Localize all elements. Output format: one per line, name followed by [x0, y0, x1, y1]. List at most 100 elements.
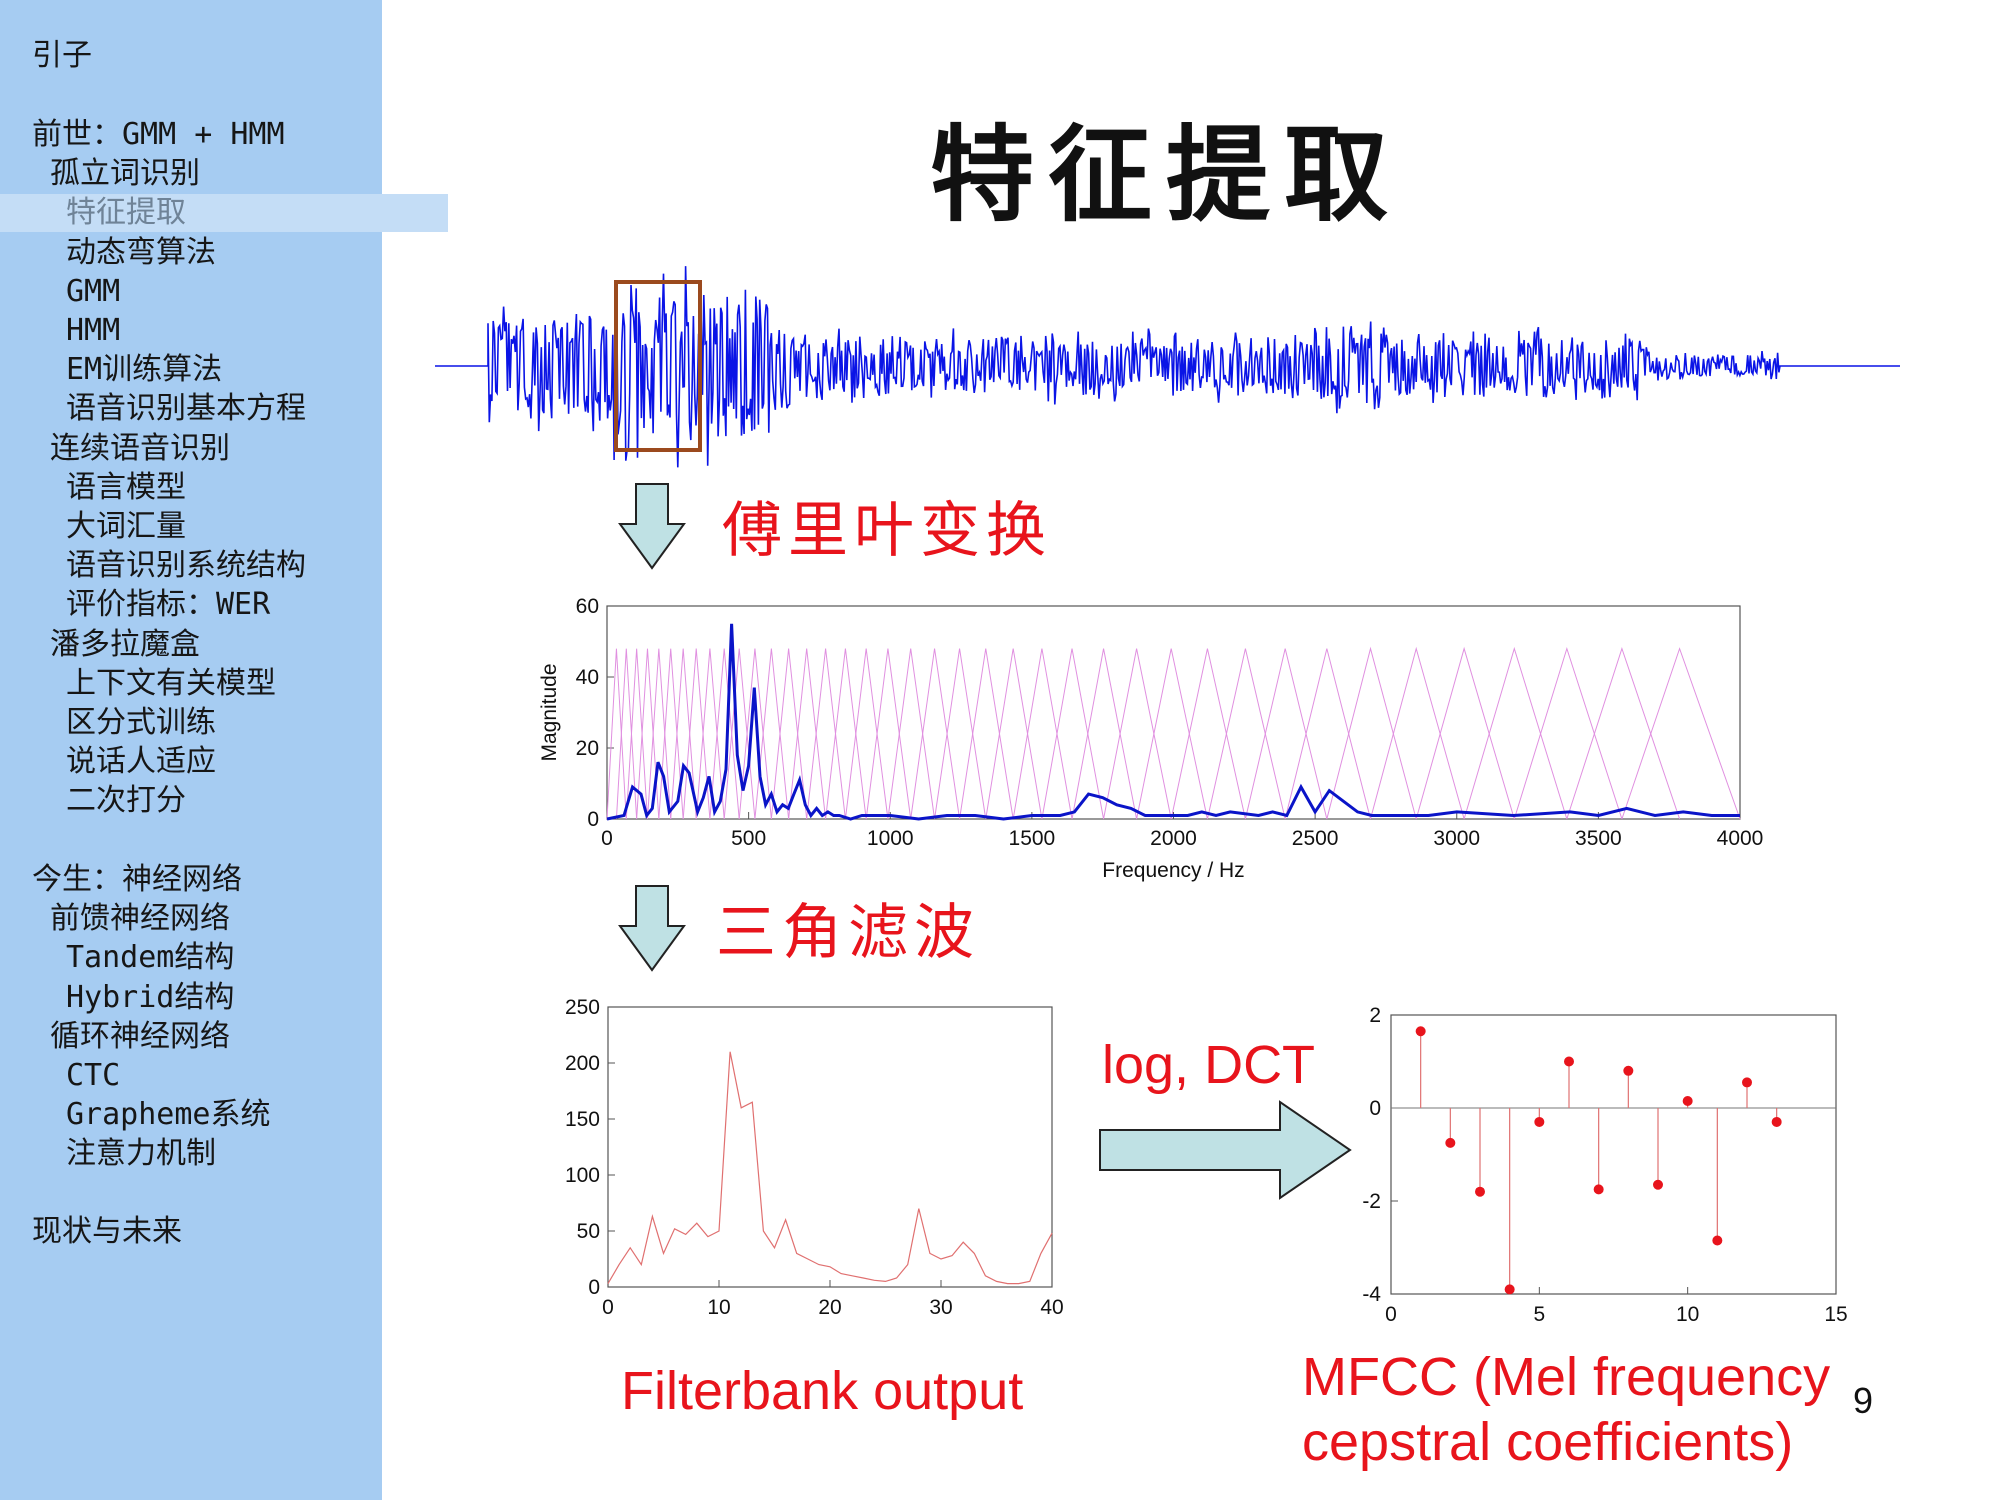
- down-arrow-icon: [618, 483, 686, 570]
- sidebar-item-20[interactable]: 前馈神经网络: [0, 900, 432, 938]
- sidebar-item-18[interactable]: 二次打分: [0, 782, 448, 820]
- mel-filter-triangle: [658, 648, 684, 820]
- mel-filter-triangle: [1206, 648, 1286, 820]
- mel-filter-triangle: [1513, 646, 1623, 820]
- sidebar-item-7[interactable]: EM训练算法: [0, 351, 448, 389]
- sidebar-item-11[interactable]: 大词汇量: [0, 508, 448, 546]
- mel-filter-triangle: [825, 648, 867, 820]
- sidebar-item-label: 评价指标：WER: [66, 587, 271, 623]
- sidebar-item-4[interactable]: 动态弯算法: [0, 234, 448, 272]
- mel-filter-triangle: [910, 648, 961, 820]
- sidebar-item-10[interactable]: 语言模型: [0, 469, 448, 507]
- sidebar-item-1[interactable]: 前世：GMM + HMM: [0, 116, 414, 154]
- sidebar-item-label: 引子: [32, 38, 92, 73]
- sidebar-item-17[interactable]: 说话人适应: [0, 743, 448, 781]
- mel-filter-triangle: [1621, 647, 1741, 820]
- sidebar-item-5[interactable]: GMM: [0, 273, 448, 311]
- mfcc-chart: 0 5 10 15 -4 -2 0 2: [1362, 1004, 1847, 1326]
- sidebar-item-14[interactable]: 潘多拉魔盒: [0, 626, 432, 664]
- x-tick-label: 0: [1385, 1303, 1397, 1326]
- sidebar-item-9[interactable]: 连续语音识别: [0, 430, 432, 468]
- sidebar-item-label: 二次打分: [66, 783, 186, 819]
- x-tick-label: 5: [1533, 1303, 1545, 1326]
- mel-filter-triangle: [1170, 648, 1246, 820]
- page-number: 9: [1853, 1380, 1874, 1421]
- sidebar-item-label: 特征提取: [66, 195, 186, 231]
- mel-filter-triangle: [625, 648, 648, 820]
- sidebar-item-12[interactable]: 语音识别系统结构: [0, 547, 448, 585]
- sidebar-item-label: 前馈神经网络: [50, 901, 230, 937]
- y-tick-label: 2: [1369, 1004, 1381, 1027]
- log-dct-label: log, DCT: [1102, 1035, 1316, 1095]
- y-tick-label: 0: [1369, 1097, 1381, 1120]
- mfcc-point: [1742, 1077, 1752, 1088]
- mel-filter-triangle: [934, 648, 987, 820]
- mel-filter-triangle: [959, 648, 1014, 820]
- sidebar-item-22[interactable]: Hybrid结构: [0, 979, 448, 1017]
- mel-filter-triangle: [1071, 648, 1138, 820]
- sidebar-item-label: 注意力机制: [66, 1136, 216, 1172]
- mel-filter-triangle: [844, 648, 889, 820]
- sidebar-item-6[interactable]: HMM: [0, 312, 448, 350]
- sidebar-item-label: GMM: [66, 273, 121, 309]
- sidebar-item-3[interactable]: 特征提取: [0, 194, 448, 233]
- mel-filter-triangle: [887, 648, 936, 820]
- mfcc-caption-line2: cepstral coefficients): [1302, 1412, 1794, 1472]
- mel-filter-triangle: [606, 648, 627, 820]
- sidebar-item-label: 语音识别系统结构: [66, 548, 306, 584]
- mfcc-point: [1623, 1065, 1634, 1076]
- mfcc-caption-line1: MFCC (Mel frequency: [1302, 1347, 1831, 1407]
- sidebar-item-label: Tandem结构: [66, 940, 235, 976]
- mel-filter-triangle: [1415, 646, 1515, 820]
- mel-filter-triangle: [1041, 648, 1105, 820]
- sidebar-item-25[interactable]: Grapheme系统: [0, 1096, 448, 1134]
- mel-filter-triangle: [770, 648, 808, 820]
- mel-filter-triangle: [1244, 648, 1328, 820]
- sidebar-item-23[interactable]: 循环神经网络: [0, 1018, 432, 1056]
- mel-filter-triangle: [788, 648, 827, 820]
- x-tick-label: 0: [602, 1296, 614, 1319]
- mfcc-point: [1564, 1056, 1574, 1067]
- x-tick-label: 10: [1676, 1303, 1699, 1326]
- sidebar-item-label: Hybrid结构: [66, 979, 235, 1015]
- filterbank-caption: Filterbank output: [621, 1361, 1024, 1421]
- sidebar-item-label: 上下文有关模型: [66, 665, 276, 701]
- sidebar-item-0[interactable]: 引子: [0, 37, 414, 75]
- sidebar-item-24[interactable]: CTC: [0, 1057, 448, 1095]
- right-arrow-icon: [1099, 1100, 1352, 1200]
- mel-filter-triangle: [806, 648, 846, 820]
- mel-filter-triangle: [1370, 646, 1465, 820]
- sidebar-item-13[interactable]: 评价指标：WER: [0, 586, 448, 624]
- slide-title: 特征提取: [930, 113, 1403, 236]
- sidebar-item-label: 现状与未来: [32, 1214, 182, 1249]
- sidebar-item-21[interactable]: Tandem结构: [0, 939, 448, 977]
- mfcc-point: [1593, 1184, 1604, 1195]
- x-tick-label: 3500: [1575, 827, 1622, 850]
- mel-filter-triangle: [709, 648, 740, 820]
- sidebar-item-26[interactable]: 注意力机制: [0, 1135, 448, 1173]
- mel-filter-triangle: [1326, 646, 1417, 820]
- mel-filter-triangle: [865, 648, 912, 820]
- sidebar-item-label: 前世：GMM + HMM: [32, 117, 285, 152]
- sidebar-item-label: 说话人适应: [66, 744, 216, 780]
- sidebar-item-2[interactable]: 孤立词识别: [0, 155, 432, 193]
- y-tick-label: 40: [576, 666, 599, 689]
- waveform-trace: [435, 266, 1900, 468]
- sidebar-item-label: HMM: [66, 313, 121, 348]
- sidebar-item-label: 语音识别基本方程: [66, 391, 306, 427]
- sidebar-item-16[interactable]: 区分式训练: [0, 704, 448, 742]
- y-tick-label: 0: [587, 808, 599, 831]
- sidebar-item-15[interactable]: 上下文有关模型: [0, 665, 448, 703]
- sidebar-item-27[interactable]: 现状与未来: [0, 1213, 414, 1251]
- sidebar-item-label: 动态弯算法: [66, 234, 216, 270]
- x-tick-label: 15: [1824, 1303, 1847, 1326]
- fourier-label: 傅里叶变换: [722, 496, 1052, 566]
- mel-filters: [606, 646, 1741, 820]
- triangle-filter-label: 三角滤波: [716, 898, 980, 968]
- sidebar-item-label: 连续语音识别: [50, 430, 230, 466]
- sidebar-item-8[interactable]: 语音识别基本方程: [0, 390, 448, 428]
- x-tick-label: 1000: [867, 827, 914, 850]
- y-tick-label: -2: [1362, 1190, 1381, 1213]
- sidebar-item-19[interactable]: 今生：神经网络: [0, 861, 414, 899]
